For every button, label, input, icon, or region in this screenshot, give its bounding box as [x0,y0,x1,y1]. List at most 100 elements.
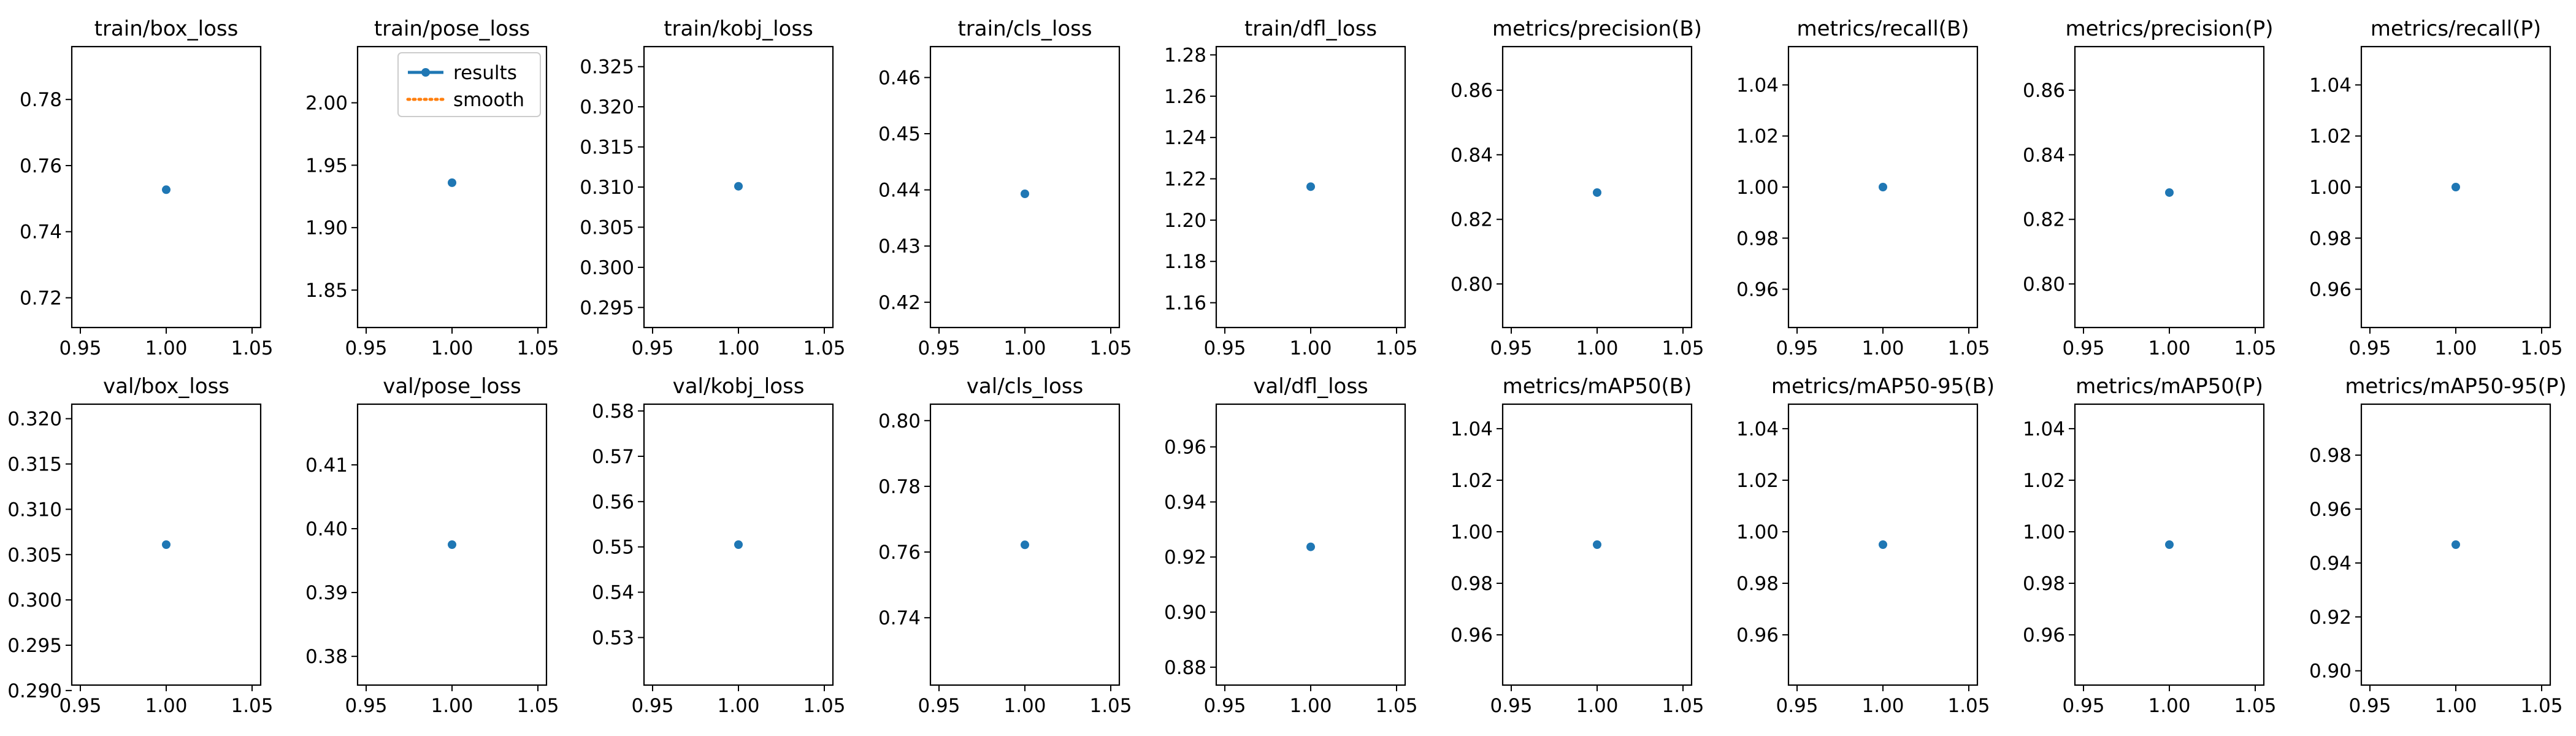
legend-label-results: results [453,62,517,84]
y-tick-label: 0.90 [1164,602,1206,624]
panel-title: metrics/mAP50-95(P) [2345,374,2566,399]
chart-panel: val/cls_loss 0.95 1.00 1.05 0.74 0.76 0.78 0.80 [878,374,1132,717]
panel-title: metrics/recall(B) [1796,17,1969,41]
chart-panel: train/box_loss 0.95 1.00 1.05 0.72 0.74 0.76 0.… [20,17,274,359]
x-tick-label: 1.05 [231,695,273,717]
y-tick-label: 0.72 [20,288,62,310]
x-tick-label: 1.05 [1089,695,1132,717]
chart-panel: metrics/mAP50-95(B) 0.95 1.00 1.05 0.96 0.98 1… [1736,374,1995,717]
y-tick-label: 0.55 [592,537,634,559]
panel-title: val/box_loss [103,374,229,399]
x-tick-label: 1.00 [1289,337,1332,359]
data-point [2451,540,2460,549]
x-tick-label: 1.00 [2434,337,2477,359]
legend: results smooth [397,52,541,117]
y-tick-label: 0.78 [20,89,62,111]
y-tick-label: 0.44 [878,180,921,202]
panel-title: metrics/recall(P) [2371,17,2541,41]
chart-panel: train/cls_loss 0.95 1.00 1.05 0.42 0.43 0.44 0.… [878,17,1132,359]
y-tick-label: 0.92 [1164,546,1206,569]
y-tick-label: 0.54 [592,582,634,604]
x-tick-label: 1.00 [2148,337,2190,359]
y-tick-label: 1.90 [305,217,348,239]
x-tick-label: 1.00 [1861,695,1904,717]
axes-frame [929,45,1121,329]
y-tick-label: 0.39 [305,582,348,604]
y-tick-label: 0.86 [2023,80,2065,102]
y-tick-label: 0.98 [1451,573,1493,595]
y-tick-label: 0.46 [878,67,921,89]
y-tick-label: 2.00 [305,93,348,115]
x-tick-label: 0.95 [1203,695,1246,717]
x-tick-label: 1.05 [1947,337,1990,359]
chart-panel: val/kobj_loss 0.95 1.00 1.05 0.53 0.54 0.55 0.5… [592,374,846,717]
panel-title: metrics/mAP50-95(B) [1771,374,1995,399]
y-tick-label: 0.295 [580,297,634,319]
panel-title: val/dfl_loss [1253,374,1368,399]
x-tick-label: 1.05 [1375,695,1417,717]
y-tick-label: 0.96 [1736,624,1779,646]
y-tick-label: 0.78 [878,476,921,498]
x-tick-label: 0.95 [59,695,101,717]
y-tick-label: 1.02 [1736,470,1779,492]
y-tick-label: 0.41 [305,454,348,477]
y-tick-label: 1.02 [2023,470,2065,492]
data-point [734,182,743,191]
data-point [448,178,456,187]
y-tick-label: 0.86 [1451,80,1493,102]
x-tick-label: 1.05 [803,337,845,359]
data-point [2451,183,2460,191]
data-point [162,185,171,194]
y-tick-label: 0.96 [1736,279,1779,301]
y-tick-label: 1.04 [2023,418,2065,440]
panel-title: train/kobj_loss [664,17,813,41]
data-point [2165,188,2174,197]
x-tick-label: 1.05 [1089,337,1132,359]
x-tick-label: 0.95 [1203,337,1246,359]
y-tick-label: 1.20 [1164,210,1206,232]
y-tick-label: 1.18 [1164,251,1206,273]
y-tick-label: 1.16 [1164,293,1206,315]
y-tick-label: 0.320 [7,408,62,431]
panel-title: metrics/precision(B) [1492,17,1702,41]
y-tick-label: 0.84 [1451,144,1493,166]
x-tick-label: 1.00 [717,695,759,717]
panel-title: metrics/precision(P) [2065,17,2273,41]
data-point [448,540,456,549]
x-tick-label: 1.00 [1289,695,1332,717]
x-tick-label: 1.00 [145,695,187,717]
x-tick-label: 1.00 [1576,695,1618,717]
panel-title: metrics/mAP50(B) [1503,374,1692,399]
y-tick-label: 0.74 [878,607,921,629]
y-tick-label: 1.04 [1736,418,1779,440]
x-tick-label: 0.95 [1490,695,1532,717]
legend-frame [397,52,541,117]
y-tick-label: 1.28 [1164,44,1206,66]
data-point [162,540,171,549]
data-point [1306,542,1315,551]
chart-panel: train/kobj_loss 0.95 1.00 1.05 0.295 0.300 0.3… [580,17,845,359]
y-tick-label: 0.98 [1736,228,1779,250]
y-tick-label: 0.43 [878,236,921,258]
y-tick-label: 0.38 [305,646,348,668]
y-tick-label: 1.95 [305,155,348,177]
x-tick-label: 0.95 [345,695,387,717]
chart-panel: val/box_loss 0.95 1.00 1.05 0.290 0.295 0.300 0… [7,374,273,717]
y-tick-label: 0.57 [592,446,634,468]
y-tick-label: 0.315 [7,454,62,476]
axes-frame [1501,45,1693,329]
y-tick-label: 0.310 [7,499,62,521]
x-tick-label: 1.05 [2234,695,2276,717]
y-tick-label: 0.96 [1164,437,1206,459]
x-tick-label: 0.95 [345,337,387,359]
chart-panel: metrics/precision(P) 0.95 1.00 1.05 0.80 0.82… [2023,17,2277,359]
x-tick-label: 1.05 [1662,695,1704,717]
x-tick-label: 0.95 [2348,695,2391,717]
x-tick-label: 0.95 [1776,337,1818,359]
y-tick-label: 0.45 [878,123,921,145]
y-tick-label: 0.300 [7,589,62,611]
y-tick-label: 0.98 [2309,228,2352,250]
x-tick-label: 1.05 [2234,337,2276,359]
x-tick-label: 1.00 [1861,337,1904,359]
x-tick-label: 1.00 [717,337,759,359]
